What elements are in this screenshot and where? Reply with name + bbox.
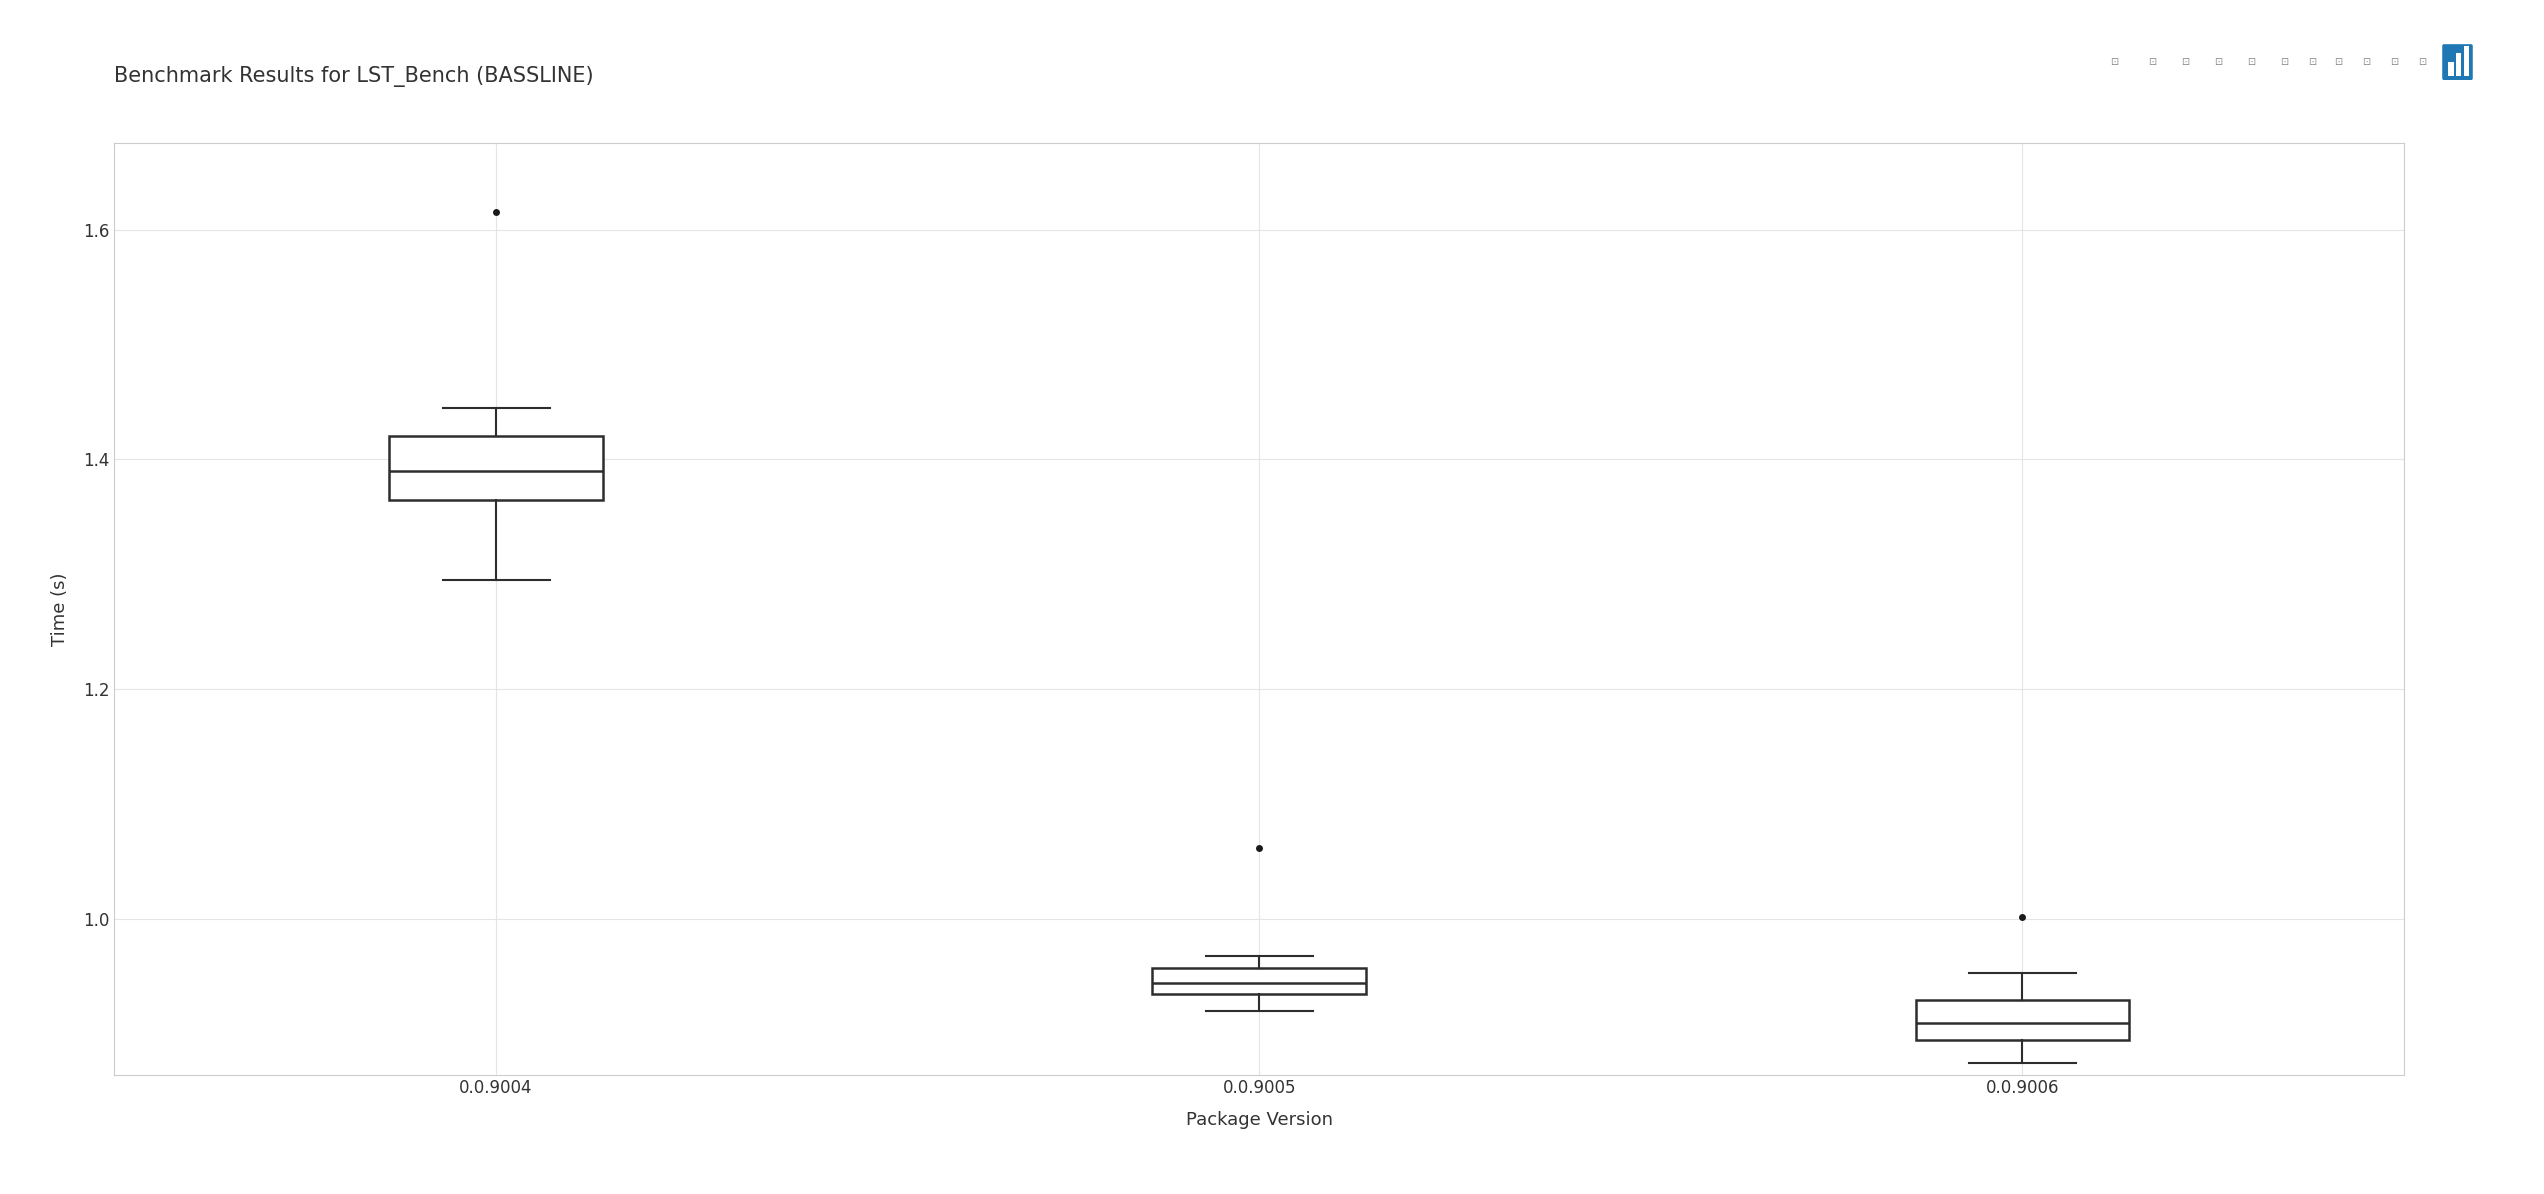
Text: ⊡: ⊡ bbox=[2147, 57, 2157, 67]
Text: ⊡: ⊡ bbox=[2389, 57, 2399, 67]
Y-axis label: Time (s): Time (s) bbox=[51, 572, 69, 646]
X-axis label: Package Version: Package Version bbox=[1186, 1112, 1333, 1130]
PathPatch shape bbox=[389, 437, 603, 500]
Bar bbox=[2447, 62, 2455, 76]
Text: ⊡: ⊡ bbox=[2417, 57, 2427, 67]
Text: ⊡: ⊡ bbox=[2109, 57, 2119, 67]
FancyBboxPatch shape bbox=[2442, 44, 2473, 80]
Text: ⊡: ⊡ bbox=[2361, 57, 2371, 67]
Bar bbox=[2455, 54, 2463, 76]
Text: ⊡: ⊡ bbox=[2307, 57, 2318, 67]
Text: Benchmark Results for LST_Bench (BASSLINE): Benchmark Results for LST_Bench (BASSLIN… bbox=[114, 66, 595, 87]
PathPatch shape bbox=[1152, 967, 1366, 995]
PathPatch shape bbox=[1916, 999, 2129, 1040]
Text: ⊡: ⊡ bbox=[2246, 57, 2257, 67]
Text: ⊡: ⊡ bbox=[2333, 57, 2343, 67]
Text: ⊡: ⊡ bbox=[2279, 57, 2290, 67]
Bar bbox=[2463, 47, 2470, 76]
Text: ⊡: ⊡ bbox=[2213, 57, 2223, 67]
Text: ⊡: ⊡ bbox=[2180, 57, 2190, 67]
